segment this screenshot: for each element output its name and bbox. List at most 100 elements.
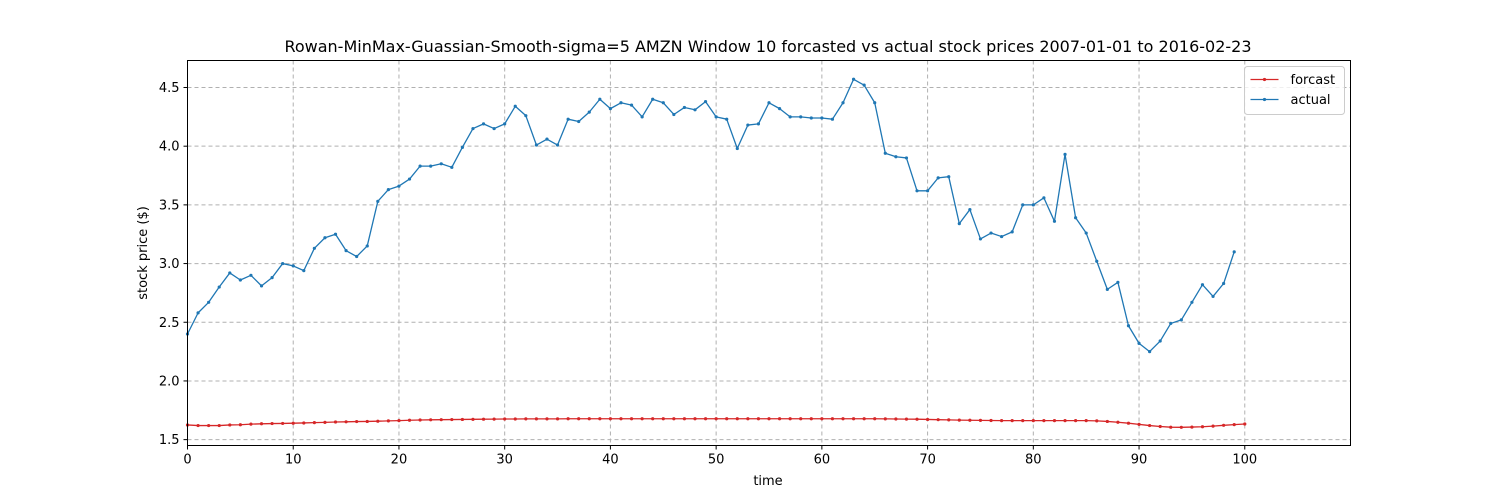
x-tick-label: 90 (1131, 453, 1148, 468)
data-point (1169, 425, 1173, 429)
data-point (1000, 419, 1004, 423)
data-point (249, 273, 253, 277)
legend-box (1244, 66, 1345, 115)
data-point (281, 261, 285, 266)
data-point (598, 97, 602, 101)
data-point (259, 422, 264, 426)
plot-area-frame (187, 60, 1351, 446)
data-point (238, 278, 242, 282)
data-point (1084, 231, 1088, 235)
data-point (207, 300, 211, 304)
x-tick-label: 40 (602, 453, 619, 468)
data-point (217, 423, 221, 428)
data-point (1137, 341, 1141, 345)
data-point (608, 417, 613, 421)
x-tick-label: 30 (496, 453, 513, 468)
data-point (1169, 321, 1173, 326)
data-point (365, 244, 369, 248)
data-point (281, 421, 285, 426)
y-tick-label: 3.0 (159, 257, 180, 272)
data-point (259, 284, 264, 288)
legend-marker (1262, 77, 1267, 82)
x-axis-label: time (753, 474, 782, 489)
data-point (217, 285, 221, 289)
data-point (1105, 287, 1109, 291)
data-point (883, 151, 887, 155)
data-point (555, 143, 560, 147)
data-point (756, 122, 761, 126)
data-point (460, 417, 464, 422)
data-point (788, 115, 792, 119)
data-point (608, 107, 613, 111)
data-point (1137, 422, 1141, 426)
data-point (386, 419, 390, 423)
data-point (756, 417, 761, 421)
data-point (450, 417, 454, 422)
series-actual (185, 77, 1236, 354)
data-point (851, 77, 856, 81)
data-point (978, 237, 983, 241)
legend-label: actual (1291, 93, 1331, 108)
data-point (978, 418, 983, 422)
data-point (323, 420, 327, 424)
data-point (968, 207, 972, 212)
data-point (1148, 349, 1152, 354)
data-point (312, 246, 316, 250)
data-point (841, 417, 845, 421)
data-point (1243, 422, 1247, 426)
data-point (767, 101, 771, 105)
data-point (788, 417, 792, 421)
data-point (873, 417, 877, 421)
data-point (397, 184, 401, 188)
data-point (693, 108, 697, 112)
data-point (598, 417, 602, 421)
data-point (407, 177, 412, 181)
data-point (1179, 318, 1183, 322)
data-point (429, 164, 433, 168)
data-point (904, 156, 909, 160)
data-point (619, 417, 623, 421)
data-point (735, 146, 739, 151)
data-point (344, 249, 348, 253)
legend-item-actual: actual (1250, 93, 1331, 108)
data-point (1074, 419, 1078, 423)
data-point (460, 145, 464, 149)
data-point (270, 421, 274, 426)
data-point (714, 417, 718, 421)
x-tick-label: 10 (285, 453, 302, 468)
data-point (894, 417, 898, 421)
data-point (471, 126, 475, 131)
data-point (619, 101, 623, 105)
data-point (503, 417, 507, 421)
data-point (1126, 421, 1131, 425)
data-point (1158, 424, 1162, 429)
data-point (830, 417, 835, 421)
data-point (196, 423, 200, 428)
data-point (439, 418, 443, 422)
data-point (1126, 324, 1131, 328)
data-point (344, 420, 348, 424)
data-point (672, 112, 676, 117)
series-forcast (185, 417, 1247, 429)
data-point (1148, 423, 1152, 428)
legend-item-forcast: forcast (1250, 73, 1335, 88)
data-point (1179, 425, 1183, 429)
data-point (1211, 294, 1215, 299)
data-point (365, 419, 369, 424)
data-point (725, 417, 729, 421)
data-point (1211, 424, 1215, 428)
data-point (989, 231, 993, 235)
data-point (418, 418, 422, 422)
data-point (682, 105, 687, 110)
data-point (904, 417, 909, 421)
data-point (1074, 216, 1078, 220)
data-point (503, 122, 507, 126)
data-point (799, 115, 803, 119)
data-point (249, 422, 253, 426)
data-point (376, 419, 380, 423)
data-point (207, 423, 211, 428)
data-point (777, 107, 782, 111)
data-point (312, 421, 316, 425)
data-point (1190, 300, 1194, 304)
